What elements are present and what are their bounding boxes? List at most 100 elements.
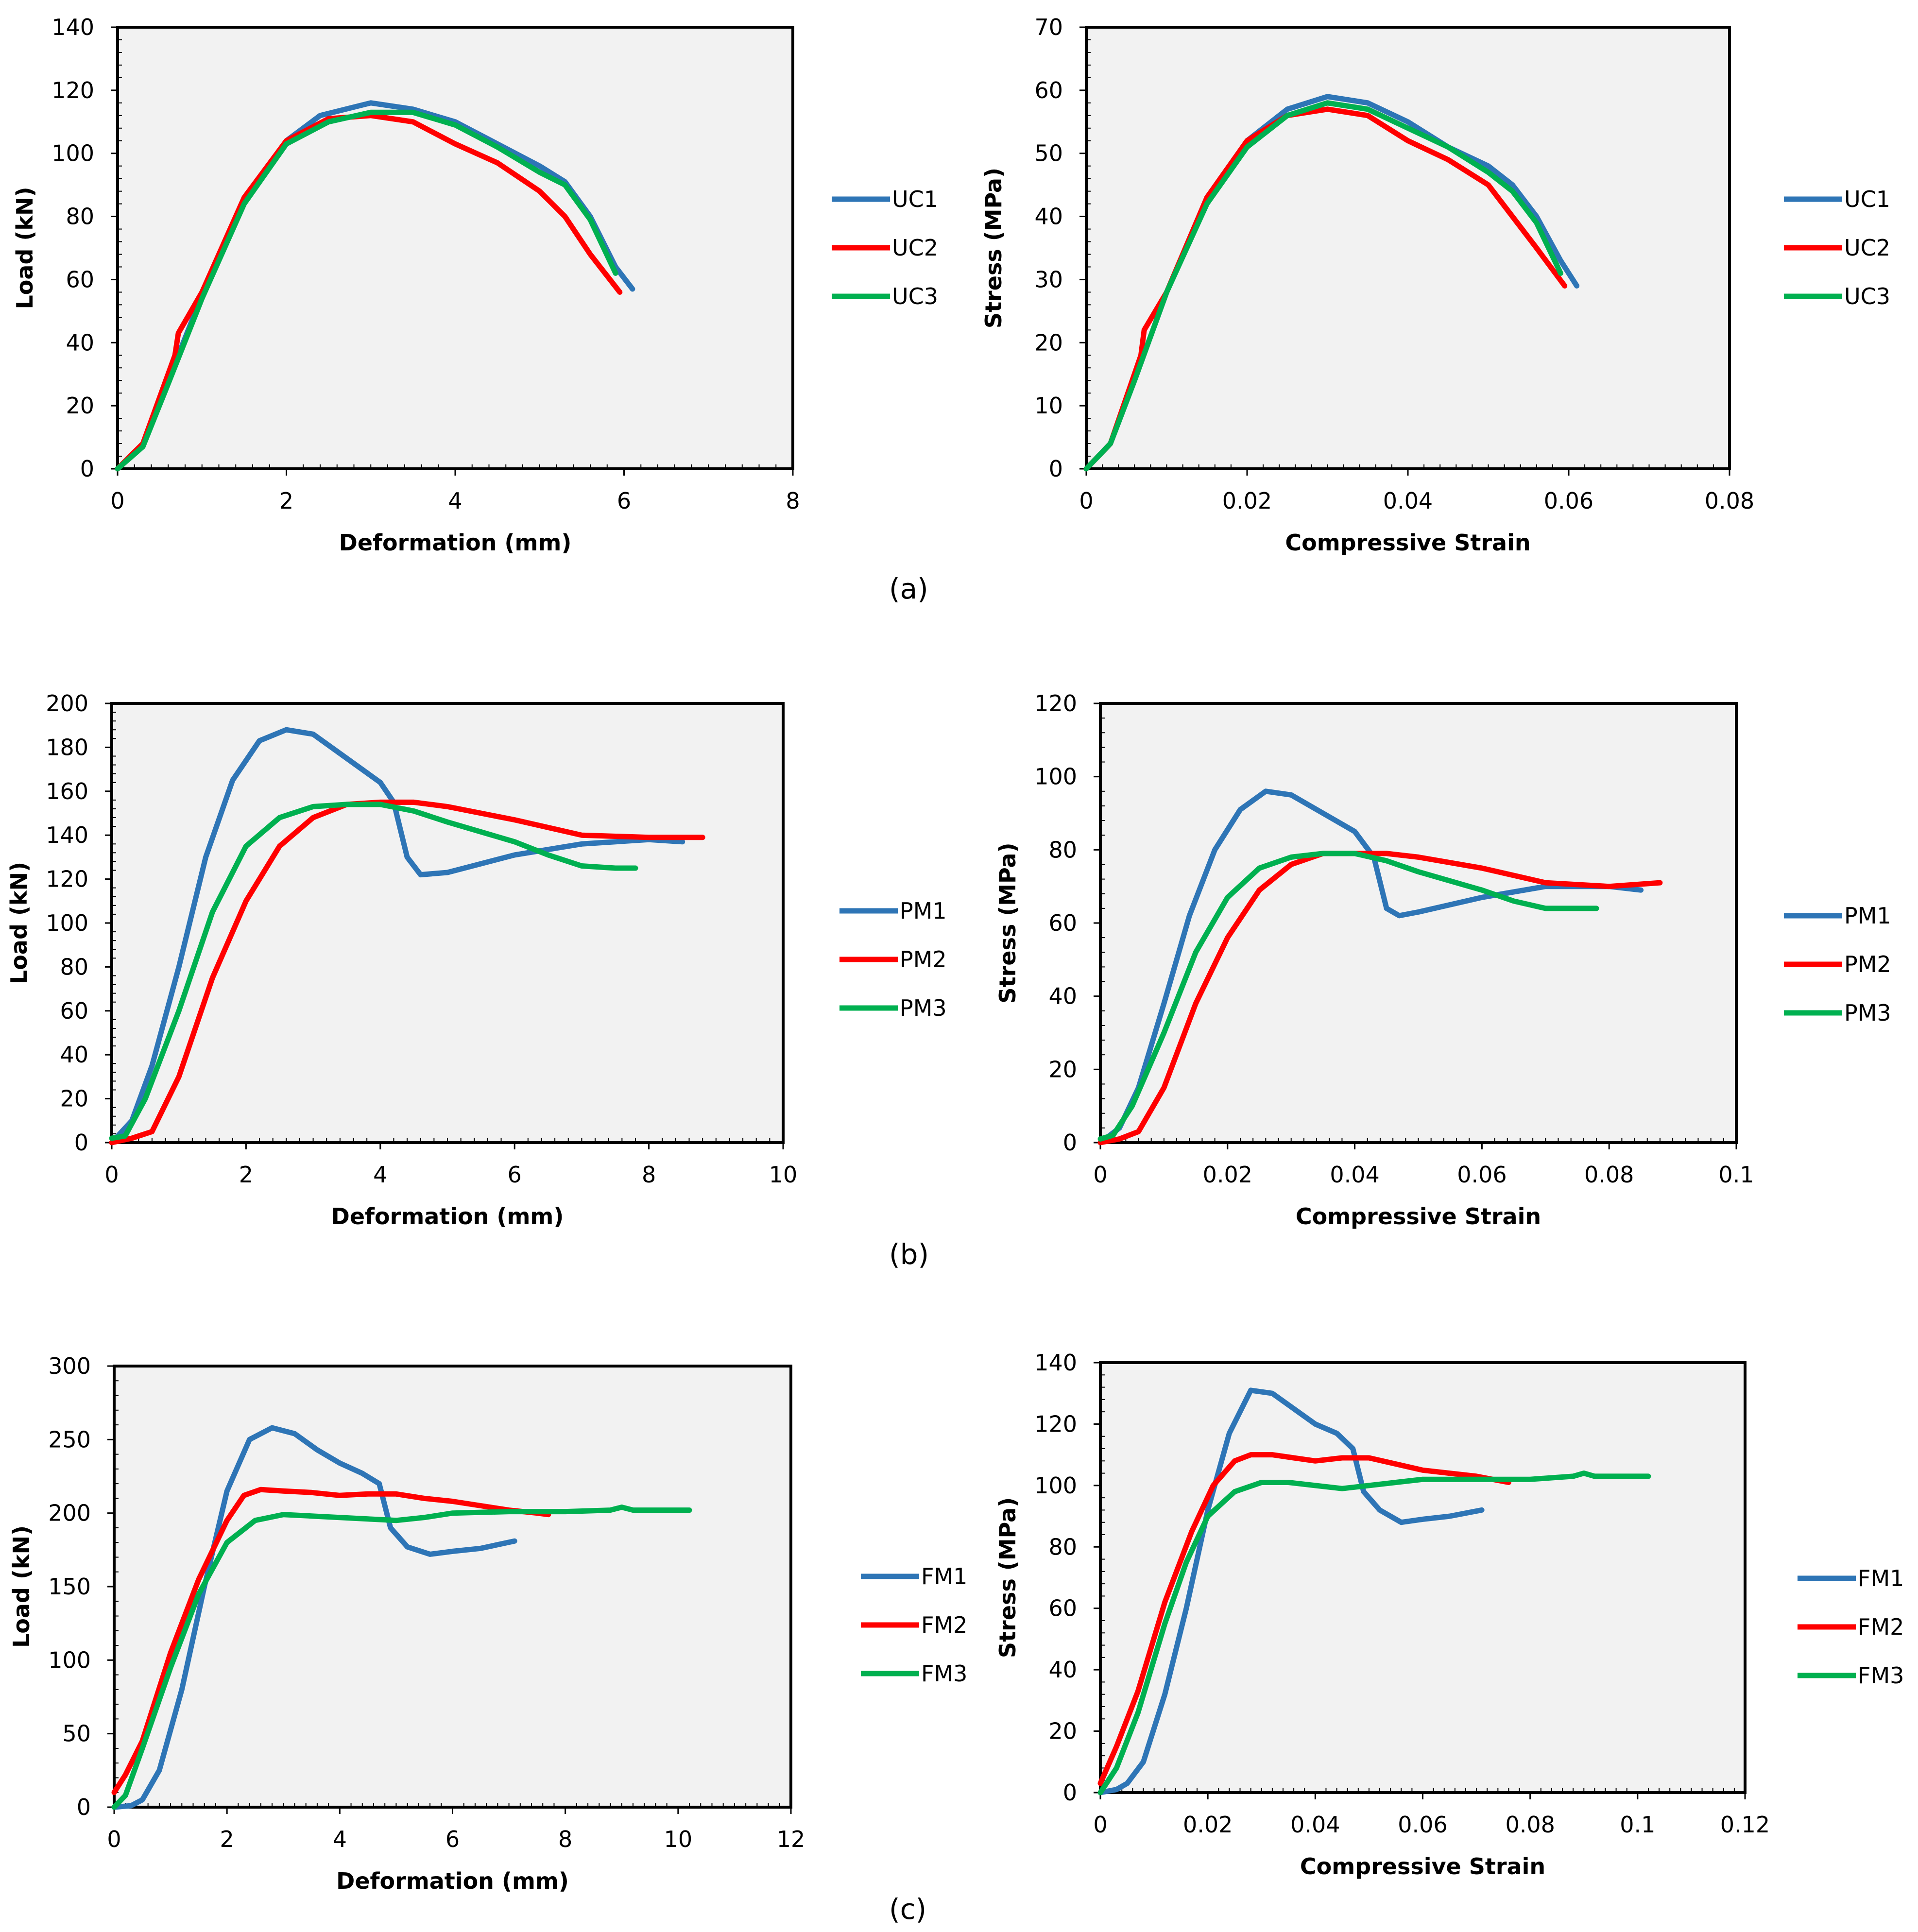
- y-tick-label: 20: [60, 1086, 88, 1112]
- x-tick-label: 0: [1093, 1162, 1107, 1188]
- y-tick-label: 70: [1034, 14, 1063, 40]
- x-tick-label: 4: [373, 1162, 387, 1188]
- y-tick-label: 200: [48, 1500, 91, 1526]
- series-line-uc3: [1083, 100, 1563, 472]
- x-tick-label: 0: [110, 488, 124, 514]
- series-line-fm3: [1097, 1470, 1651, 1795]
- legend-label-fm1: FM1: [921, 1563, 967, 1590]
- y-tick-label: 60: [1034, 77, 1063, 103]
- y-tick-label: 60: [1048, 910, 1077, 936]
- y-tick-label: 100: [1034, 1472, 1077, 1499]
- x-tick-label: 0.04: [1290, 1812, 1340, 1838]
- y-tick-label: 100: [51, 140, 94, 167]
- x-tick-label: 8: [786, 488, 800, 514]
- x-tick-label: 0.08: [1584, 1162, 1634, 1188]
- y-axis-title: Stress (MPa): [980, 168, 1007, 328]
- y-tick-label: 80: [1048, 1534, 1077, 1560]
- x-tick-label: 10: [769, 1162, 798, 1188]
- y-tick-label: 40: [1048, 1657, 1077, 1683]
- series-line-pm3: [1097, 851, 1599, 1142]
- y-tick-label: 150: [48, 1573, 91, 1600]
- x-tick-label: 12: [777, 1826, 805, 1852]
- x-axis-title: Compressive Strain: [1296, 1203, 1541, 1230]
- series-line-pm1: [1097, 788, 1644, 1146]
- y-tick-label: 40: [66, 329, 94, 356]
- legend-label-fm2: FM2: [921, 1612, 967, 1638]
- y-tick-label: 0: [74, 1129, 88, 1156]
- plot-area: [1085, 26, 1731, 470]
- y-axis-title: Stress (MPa): [994, 1497, 1021, 1658]
- x-tick-label: 2: [220, 1826, 234, 1852]
- y-tick-label: 140: [1034, 1350, 1077, 1376]
- y-tick-label: 0: [77, 1794, 91, 1820]
- plot-area: [110, 702, 785, 1144]
- y-tick-label: 300: [48, 1353, 91, 1379]
- y-tick-label: 120: [51, 77, 94, 103]
- y-tick-label: 200: [46, 690, 88, 717]
- legend-label-pm2: PM2: [900, 946, 947, 973]
- chart-5: 0 50 100 150 200 250 300 0 2 4 6 8 10 12 Deformation (…: [8, 1353, 967, 1894]
- y-tick-label: 60: [60, 998, 88, 1024]
- legend-label-pm1: PM1: [1844, 903, 1891, 929]
- x-tick-label: 4: [333, 1826, 347, 1852]
- x-tick-label: 0: [107, 1826, 121, 1852]
- y-tick-label: 0: [1063, 1129, 1077, 1156]
- y-tick-label: 30: [1034, 266, 1063, 292]
- chart-4: 0 20 40 60 80 100 120 0 0.02 0.04 0.06 0.08 0.1 Compr…: [994, 690, 1891, 1230]
- chart-3: 0 20 40 60 80 100 120 140 160 180 200 0 2 4 6 8 10 Deform…: [6, 690, 947, 1230]
- y-tick-label: 120: [46, 866, 88, 892]
- legend-label-pm3: PM3: [900, 995, 947, 1021]
- legend-label-pm2: PM2: [1844, 951, 1891, 977]
- y-tick-label: 60: [1048, 1595, 1077, 1622]
- x-tick-label: 10: [664, 1826, 693, 1852]
- plot-area: [1099, 702, 1738, 1144]
- x-tick-label: 4: [448, 488, 462, 514]
- x-tick-label: 0.04: [1330, 1162, 1379, 1188]
- legend-label-fm2: FM2: [1858, 1614, 1904, 1640]
- plot-area: [116, 26, 794, 470]
- y-tick-label: 0: [80, 456, 94, 482]
- plot-area: [1099, 1361, 1747, 1794]
- series-line-fm1: [1097, 1387, 1485, 1795]
- x-tick-label: 0.04: [1383, 488, 1433, 514]
- series-line-pm3: [109, 802, 638, 1141]
- y-tick-label: 20: [1034, 329, 1063, 356]
- plot-area: [113, 1365, 792, 1809]
- x-tick-label: 0.02: [1183, 1812, 1233, 1838]
- x-axis-title: Compressive Strain: [1285, 530, 1530, 556]
- x-axis-title: Deformation (mm): [336, 1868, 569, 1894]
- x-tick-label: 6: [508, 1162, 522, 1188]
- chart-2: 0 10 20 30 40 50 60 70 0 0.02 0.04 0.06 0.08 Compress…: [980, 14, 1890, 556]
- series-line-uc2: [1083, 106, 1568, 472]
- y-tick-label: 160: [46, 778, 88, 804]
- series-line-pm2: [109, 799, 705, 1146]
- legend-label-uc3: UC3: [892, 283, 938, 309]
- series-line-fm2: [1097, 1452, 1511, 1786]
- y-axis-title: Load (kN): [8, 1525, 34, 1648]
- x-tick-label: 0.02: [1222, 488, 1272, 514]
- y-tick-label: 140: [51, 14, 94, 40]
- y-tick-label: 180: [46, 734, 88, 760]
- y-tick-label: 20: [1048, 1718, 1077, 1744]
- chart-1: 0 20 40 60 80 100 120 140 0 2 4 6 8 Deformation (mm) L…: [12, 14, 938, 556]
- y-tick-label: 20: [1048, 1056, 1077, 1082]
- x-tick-label: 8: [558, 1826, 572, 1852]
- panel-label-c: (c): [889, 1893, 927, 1926]
- y-tick-label: 80: [1048, 837, 1077, 863]
- series-line-pm1: [109, 727, 685, 1146]
- x-tick-label: 0.12: [1720, 1812, 1770, 1838]
- y-tick-label: 100: [48, 1647, 91, 1673]
- panel-label-b: (b): [889, 1238, 929, 1271]
- y-tick-label: 50: [62, 1721, 91, 1747]
- y-tick-label: 40: [1034, 204, 1063, 230]
- y-axis-title: Stress (MPa): [994, 842, 1021, 1003]
- y-tick-label: 140: [46, 822, 88, 848]
- legend-label-fm1: FM1: [1858, 1565, 1904, 1591]
- series-line-uc3: [115, 109, 618, 472]
- series-line-fm3: [111, 1505, 692, 1810]
- y-tick-label: 0: [1049, 456, 1063, 482]
- x-axis-title: Deformation (mm): [339, 530, 572, 556]
- x-tick-label: 2: [239, 1162, 253, 1188]
- y-tick-label: 250: [48, 1426, 91, 1453]
